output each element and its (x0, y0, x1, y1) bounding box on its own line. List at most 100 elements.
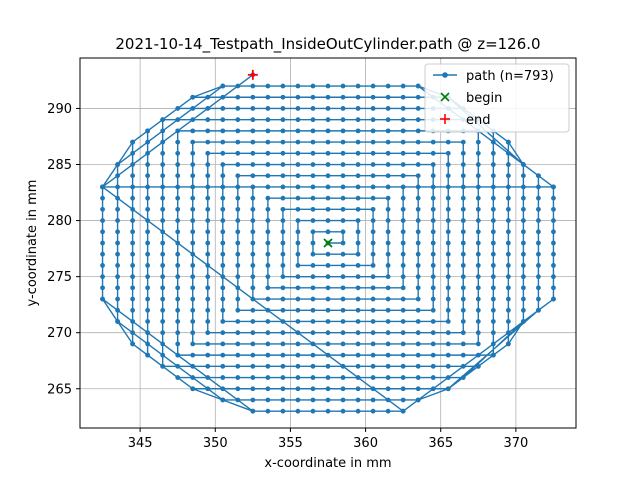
path-point (190, 386, 196, 392)
path-point (505, 251, 511, 257)
path-point (475, 307, 481, 313)
path-point (490, 162, 496, 167)
path-point (190, 251, 196, 257)
path-point (280, 229, 286, 235)
path-point (130, 206, 136, 212)
path-point (235, 173, 241, 179)
path-point (250, 218, 256, 223)
path-point (145, 330, 151, 336)
path-point (205, 128, 211, 134)
path-point (235, 251, 241, 257)
path-point (355, 150, 361, 156)
path-point (280, 285, 286, 291)
path-point (250, 206, 256, 212)
path-point (250, 251, 256, 257)
y-axis: 265 270 275 280 285 290 (47, 102, 80, 397)
path-point (310, 397, 316, 403)
path-point (280, 274, 286, 280)
path-point (460, 352, 466, 358)
path-point (280, 251, 286, 257)
path-point (430, 296, 436, 302)
path-point (325, 94, 331, 100)
path-point (280, 375, 286, 380)
path-point (295, 375, 301, 380)
path-point (250, 397, 256, 403)
path-point (415, 150, 421, 156)
path-point (370, 375, 376, 380)
path-point (205, 363, 211, 369)
path-point (205, 184, 211, 190)
path-point (325, 341, 331, 347)
path-point (415, 128, 421, 134)
path-point (310, 363, 316, 369)
path-point (145, 352, 151, 358)
path-point (325, 263, 331, 268)
path-point (430, 363, 436, 369)
path-point (295, 251, 301, 257)
legend: path (n=793) begin end (424, 63, 570, 133)
path-point (250, 106, 256, 111)
path-point (355, 106, 361, 111)
path-point (415, 240, 421, 246)
path-point (475, 184, 481, 190)
path-point (265, 184, 271, 190)
path-point (355, 352, 361, 358)
y-axis-title: y-coordinate in mm (25, 180, 40, 307)
path-point (175, 139, 181, 145)
x-axis: 345 350 355 360 365 370 (128, 428, 528, 451)
path-point (340, 263, 346, 268)
path-point (175, 195, 181, 201)
path-point (205, 240, 211, 246)
path-point (145, 184, 151, 190)
path-point (385, 150, 391, 156)
path-point (385, 274, 391, 280)
path-point (505, 173, 511, 179)
y-tick-label: 270 (47, 326, 72, 341)
path-point (280, 397, 286, 403)
path-point (536, 263, 541, 268)
path-point (100, 285, 105, 291)
path-point (130, 274, 136, 280)
path-point (280, 240, 286, 246)
path-point (175, 117, 181, 123)
path-point (235, 319, 241, 324)
path-point (505, 150, 511, 156)
path-point (385, 307, 391, 313)
path-point (280, 408, 286, 414)
path-point (220, 150, 226, 156)
path-point (445, 363, 451, 369)
path-point (115, 307, 120, 313)
path-point (310, 296, 316, 302)
path-point (265, 352, 271, 358)
path-point (475, 330, 481, 336)
path-point (310, 274, 316, 280)
path-point (220, 386, 226, 392)
legend-path-marker (442, 72, 448, 78)
path-point (445, 296, 451, 302)
path-point (190, 117, 196, 123)
path-point (505, 195, 511, 201)
path-point (205, 94, 211, 100)
path-point (145, 307, 151, 313)
path-point (490, 150, 496, 156)
path-point (355, 285, 361, 291)
path-point (551, 263, 556, 268)
path-point (490, 251, 496, 257)
path-point (385, 375, 391, 380)
path-point (355, 173, 361, 179)
path-point (280, 352, 286, 358)
path-point (430, 139, 436, 145)
legend-box (424, 63, 570, 133)
y-tick-label: 280 (47, 214, 72, 229)
path-point (490, 285, 496, 291)
path-point (355, 274, 361, 280)
path-point (415, 173, 421, 179)
path-point (280, 263, 286, 268)
path-point (115, 206, 120, 212)
path-point (100, 274, 105, 280)
path-point (355, 330, 361, 336)
path-point (235, 139, 241, 145)
path-point (385, 330, 391, 336)
path-point (220, 285, 226, 291)
path-point (460, 341, 466, 347)
